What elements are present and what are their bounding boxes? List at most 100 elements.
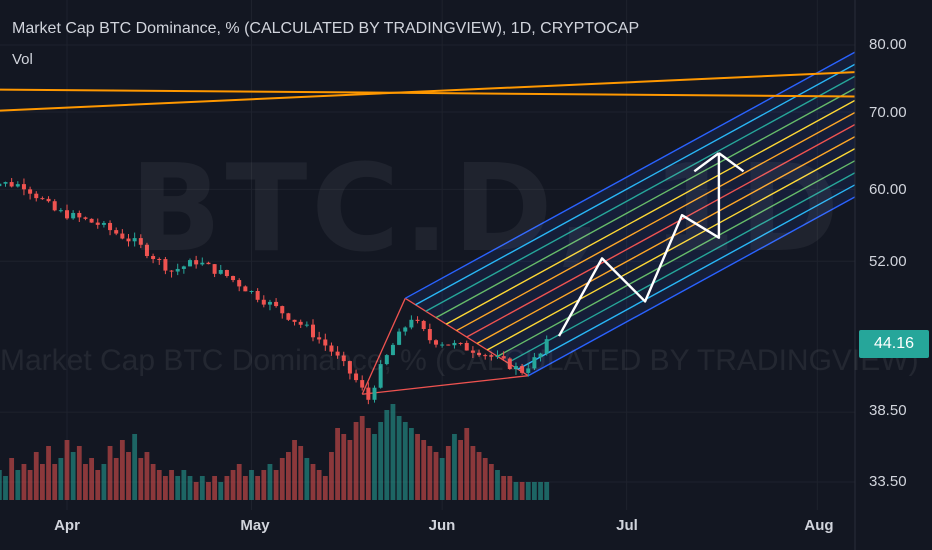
volume-bar [439,458,445,500]
candle-body [206,262,211,265]
candle-body [52,201,57,211]
candle-body [89,218,94,223]
volume-bar [482,458,488,500]
pitchfork-line [476,135,856,345]
pitchfork-channel[interactable] [361,51,856,395]
candle-body [108,222,113,231]
volume-bars [0,404,550,500]
volume-bar [507,476,513,500]
trendlines[interactable] [0,71,856,112]
candle-body [477,352,482,356]
candle-body [9,182,14,187]
volume-bar [513,482,519,500]
candle-body [132,238,137,242]
volume-bar [76,446,82,500]
volume-bar [175,476,181,500]
candle-body [452,342,457,346]
candle-body [470,350,475,353]
candle-body [311,324,315,338]
trendline [0,88,856,98]
candle-body [409,319,414,328]
volume-bar [70,452,76,500]
volume-bar [421,440,427,500]
volume-bar [21,464,27,500]
volume-bar [544,482,550,500]
volume-bar [445,446,451,500]
candle-body [249,291,254,293]
price-tick: 70.00 [869,104,907,121]
candle-body [304,324,309,326]
candle-body [292,319,297,322]
volume-bar [169,470,174,500]
volume-bar [3,476,8,500]
candle-body [163,259,168,271]
candle-body [538,353,543,358]
candle-body [169,270,174,272]
volume-bar [292,440,297,500]
volume-bar [365,428,371,500]
candle-body [532,357,537,369]
candle-body [280,306,285,314]
volume-bar [402,422,408,500]
time-tick-aug: Aug [804,517,834,534]
trendline [0,71,856,112]
candle-body [101,222,106,225]
price-axis[interactable]: 80.00 70.00 60.00 52.00 38.50 33.50 [855,0,932,550]
candle-body [274,301,279,307]
candle-body [372,387,377,400]
candle-body [446,344,451,346]
volume-bar [433,452,439,500]
volume-bar [470,446,476,500]
volume-bar [163,476,168,500]
symbol-watermark: BTC.D, 1D [130,140,844,279]
volume-bar [95,470,101,500]
volume-bar [230,470,236,500]
volume-bar [495,470,500,500]
candle-body [144,244,149,257]
candle-body [224,270,229,277]
volume-bar [255,476,261,500]
volume-bar [9,458,15,500]
volume-bar [519,482,525,500]
candle-body [237,280,242,287]
candle-body [212,264,217,274]
volume-bar [427,446,433,500]
last-price-badge: 44.16 [859,330,929,358]
volume-bar [464,428,470,500]
candle-body [390,344,395,356]
volume-bar [224,476,230,500]
candle-body [138,238,143,245]
chart-title[interactable]: Market Cap BTC Dominance, % (CALCULATED … [12,20,640,37]
volume-bar [310,464,316,500]
volume-bar [138,458,144,500]
projection-line [557,153,721,337]
candle-body [526,368,531,373]
volume-bar [27,470,33,500]
candle-body [378,364,383,388]
volume-bar [119,440,125,500]
candle-body [46,198,51,202]
candle-body [3,182,8,184]
candle-body [120,233,125,239]
candle-body [83,217,88,219]
volume-bar [187,476,193,500]
candle-body [421,320,426,330]
candle-body [77,212,82,218]
time-tick-jun: Jun [428,517,456,534]
volume-bar [329,452,334,500]
candle-body [397,331,402,345]
volume-bar [40,464,45,500]
volume-label[interactable]: Vol [12,51,33,68]
candle-body [464,342,469,351]
candle-body [366,387,371,400]
volume-bar [335,428,340,500]
candle-body [188,260,192,267]
projection-path[interactable] [557,152,745,337]
time-tick-jul: Jul [616,517,638,534]
candle-body [329,345,334,352]
volume-bar [341,434,347,500]
candle-body [231,276,236,281]
time-tick-apr: Apr [54,517,80,534]
candle-body [489,355,494,357]
